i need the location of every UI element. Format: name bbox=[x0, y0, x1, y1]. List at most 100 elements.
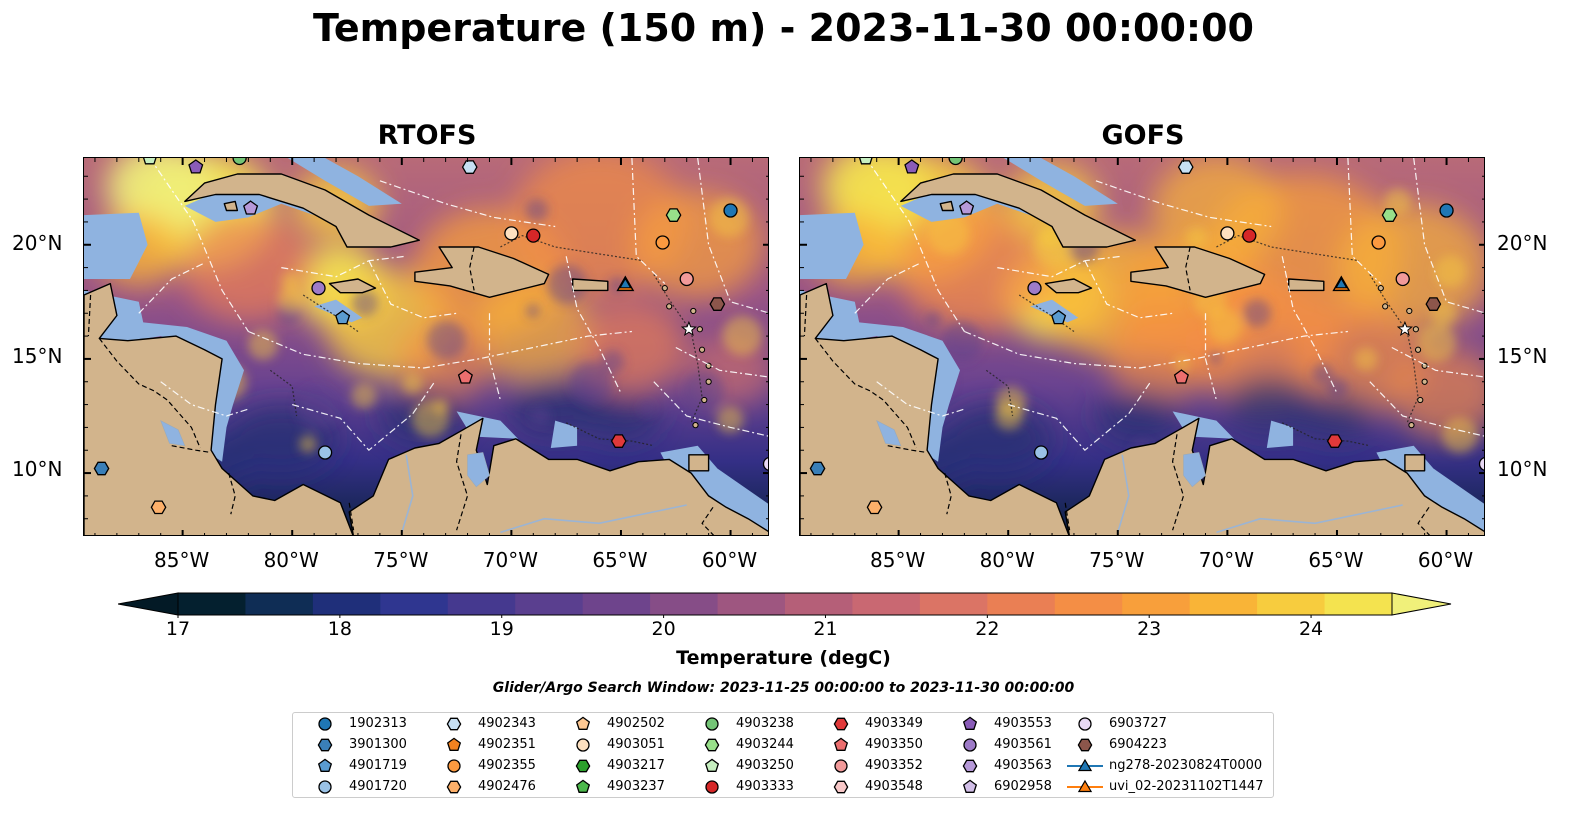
argo-float-marker bbox=[1033, 445, 1049, 460]
island bbox=[1421, 378, 1428, 385]
land-trinidad bbox=[1404, 454, 1426, 472]
glider-marker bbox=[619, 277, 632, 289]
legend-marker-icon bbox=[963, 738, 977, 752]
legend-marker-icon bbox=[704, 738, 720, 752]
argo-float-marker bbox=[723, 203, 738, 218]
island bbox=[692, 422, 699, 429]
river bbox=[1117, 454, 1130, 533]
y-tick-label-left: 10°N bbox=[12, 457, 63, 481]
legend-marker-icon bbox=[317, 738, 333, 752]
shallow-shelf bbox=[1376, 445, 1484, 535]
land-cuba bbox=[900, 173, 1136, 248]
colorbar-segment bbox=[178, 593, 246, 615]
colorbar-segment bbox=[919, 593, 988, 615]
eez-boundary bbox=[281, 255, 407, 278]
map-svg-rtofs bbox=[84, 158, 768, 535]
y-tick-label-right: 20°N bbox=[1497, 231, 1548, 255]
colorbar-segment bbox=[380, 593, 449, 615]
argo-float-marker bbox=[610, 434, 627, 448]
legend-marker bbox=[704, 758, 720, 772]
argo-float-marker bbox=[866, 500, 883, 515]
argo-float-marker bbox=[709, 297, 726, 311]
argo-float-marker bbox=[665, 208, 682, 222]
colorbar bbox=[118, 592, 1452, 618]
isobath bbox=[269, 369, 298, 417]
shallow-shelf bbox=[550, 420, 578, 448]
legend-label: 4903333 bbox=[736, 779, 794, 794]
eez-boundary bbox=[1347, 158, 1382, 285]
colorbar-tick-label: 19 bbox=[489, 618, 514, 640]
river bbox=[401, 454, 414, 533]
panel-title-gofs: GOFS bbox=[1101, 120, 1185, 151]
legend-label: 4903553 bbox=[994, 716, 1052, 731]
legend-marker bbox=[963, 738, 977, 752]
eez-boundary bbox=[368, 260, 457, 319]
argo-float-marker bbox=[948, 158, 963, 166]
isobath bbox=[985, 369, 1014, 417]
legend-marker-icon bbox=[962, 759, 978, 773]
legend-marker bbox=[833, 780, 849, 794]
eez-boundary bbox=[1369, 381, 1484, 437]
legend-marker-icon bbox=[962, 716, 978, 730]
land-trinidad bbox=[688, 454, 710, 472]
argo-float-marker bbox=[232, 158, 247, 166]
argo-float-marker bbox=[679, 271, 694, 287]
argo-float-marker bbox=[526, 228, 541, 243]
colorbar-segment bbox=[650, 593, 719, 615]
legend-label: 4903561 bbox=[994, 737, 1052, 752]
legend-marker bbox=[962, 759, 978, 773]
river bbox=[500, 504, 687, 534]
argo-float-marker bbox=[1027, 280, 1042, 296]
legend-marker-icon bbox=[447, 759, 461, 773]
x-tick-label: 85°W bbox=[154, 548, 210, 572]
argo-float-marker bbox=[311, 280, 326, 296]
shallow-shelf bbox=[660, 445, 768, 535]
eez-boundary bbox=[854, 262, 921, 314]
colorbar-segment bbox=[312, 593, 381, 615]
shallow-shelf bbox=[800, 290, 960, 462]
eez-boundary bbox=[160, 381, 249, 417]
legend-label: 6903727 bbox=[1109, 716, 1167, 731]
panel-title-rtofs: RTOFS bbox=[377, 120, 477, 151]
eez-boundary bbox=[1413, 158, 1484, 314]
legend-label: uvi_02-20231102T1447 bbox=[1109, 779, 1264, 794]
legend-label: 4902502 bbox=[607, 716, 665, 731]
argo-float-marker bbox=[1439, 203, 1454, 218]
legend-marker-icon bbox=[1078, 717, 1092, 731]
legend-marker bbox=[318, 780, 332, 794]
isobath bbox=[302, 294, 359, 332]
land-hispaniola bbox=[1130, 246, 1266, 299]
argo-float-marker bbox=[904, 159, 920, 174]
eez-boundary bbox=[675, 346, 768, 378]
eez-boundary bbox=[876, 381, 965, 417]
eez-boundary bbox=[997, 255, 1123, 278]
figure-title: Temperature (150 m) - 2023-11-30 00:00:0… bbox=[312, 6, 1254, 50]
legend-label: 4903349 bbox=[865, 716, 923, 731]
legend-marker-icon bbox=[576, 738, 590, 752]
legend-marker bbox=[447, 759, 461, 773]
colorbar-tick-label: 23 bbox=[1137, 618, 1162, 640]
legend-marker-icon bbox=[575, 716, 591, 730]
legend-label: 4903217 bbox=[607, 758, 665, 773]
legend-marker-icon bbox=[446, 717, 462, 731]
land-isla-juventud bbox=[939, 200, 955, 212]
country-border bbox=[944, 472, 952, 515]
island bbox=[1414, 346, 1422, 353]
argo-float-marker bbox=[461, 160, 478, 174]
colorbar-over-extension bbox=[1391, 592, 1452, 616]
legend-marker-icon bbox=[704, 758, 720, 772]
land-central-america bbox=[800, 282, 1070, 535]
land-isla-juventud bbox=[223, 200, 239, 212]
island bbox=[666, 303, 673, 310]
legend-marker-icon bbox=[834, 759, 848, 773]
country-border bbox=[803, 294, 808, 337]
argo-float-marker bbox=[1173, 369, 1189, 384]
country-border bbox=[469, 246, 475, 291]
legend-label: 4903238 bbox=[736, 716, 794, 731]
lake bbox=[160, 419, 186, 447]
land-puerto-rico bbox=[1288, 278, 1325, 292]
colorbar-segment bbox=[582, 593, 651, 615]
x-tick-label: 60°W bbox=[701, 548, 758, 572]
argo-float-marker bbox=[1425, 297, 1442, 311]
island bbox=[1408, 422, 1415, 429]
